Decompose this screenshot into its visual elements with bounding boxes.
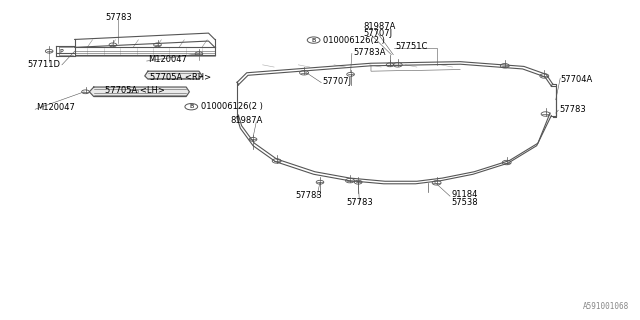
Text: 57704A: 57704A [561,75,593,84]
Text: 57707J: 57707J [364,28,392,38]
Polygon shape [90,87,189,97]
Text: A591001068: A591001068 [583,302,629,311]
Text: 57783: 57783 [559,105,586,114]
Text: 57783: 57783 [296,191,323,200]
Text: M120047: M120047 [36,103,76,112]
Text: 57783: 57783 [347,198,374,207]
Text: 010006126(2 ): 010006126(2 ) [201,102,262,111]
Text: P: P [60,49,63,54]
Text: 57707J: 57707J [323,77,351,86]
Text: 81987A: 81987A [231,116,263,125]
Text: 57783: 57783 [105,13,132,22]
Text: B: B [189,104,193,109]
Text: 57711D: 57711D [27,60,60,69]
Text: 57538: 57538 [451,198,478,207]
Text: 57751C: 57751C [395,42,428,51]
Text: 91184: 91184 [451,190,477,199]
Text: 57783A: 57783A [353,48,386,57]
Polygon shape [145,71,202,79]
Text: 81987A: 81987A [364,22,396,31]
Text: 010006126(2 ): 010006126(2 ) [323,36,385,44]
Text: 57705A <RH>: 57705A <RH> [150,73,211,82]
Text: M120047: M120047 [148,55,187,64]
Text: 57705A <LH>: 57705A <LH> [104,86,164,95]
Text: B: B [312,37,316,43]
